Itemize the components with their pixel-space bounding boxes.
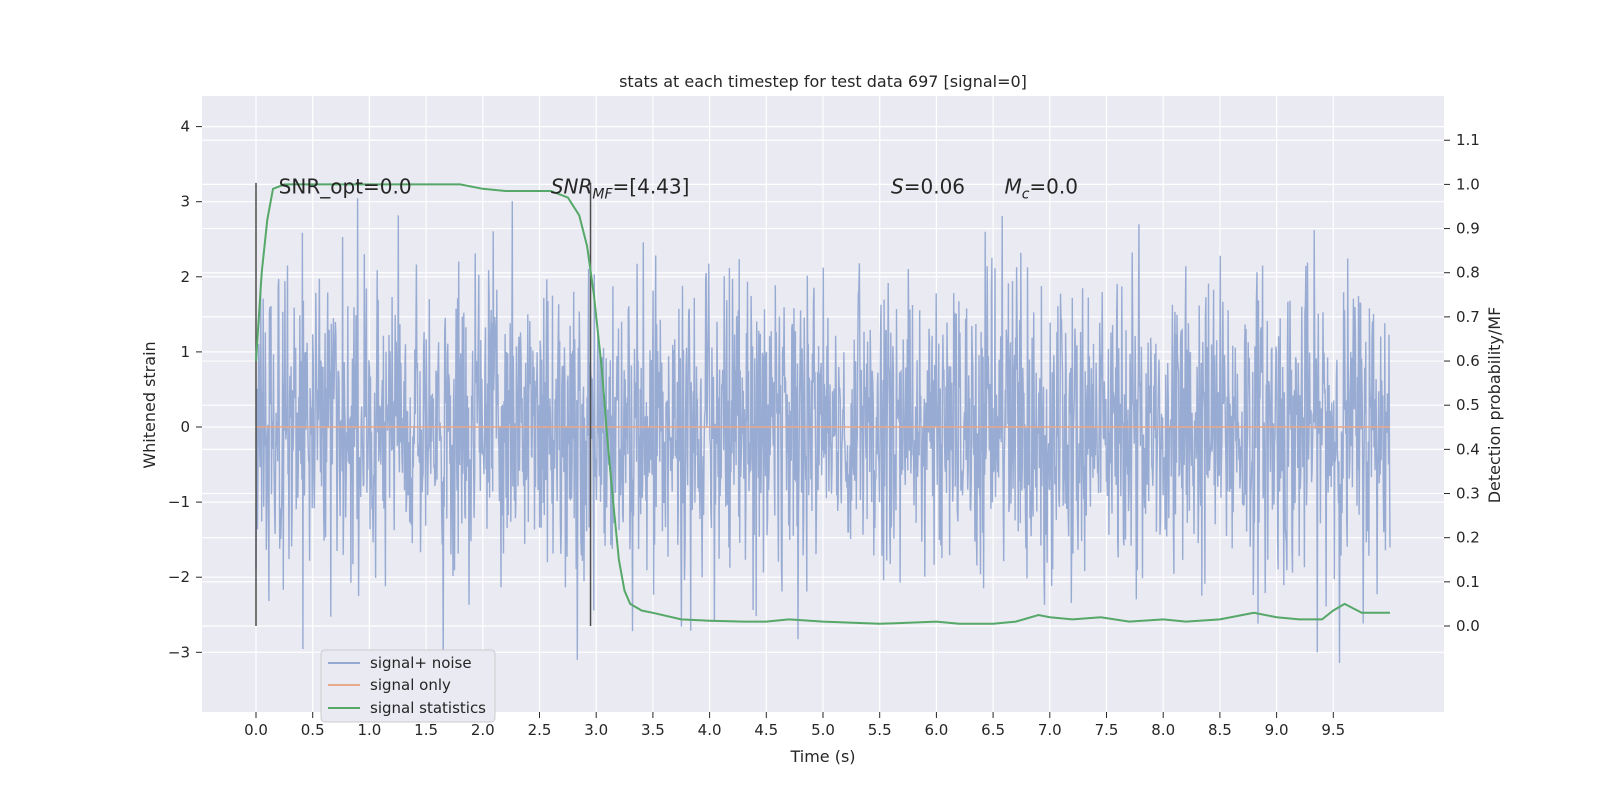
x-tick-label-15: 7.5 [1095,721,1119,739]
annotation-1-value: =[4.43] [613,175,690,199]
x-tick-label-1: 0.5 [301,721,325,739]
y-right-tick-label-5: 0.5 [1456,396,1480,414]
y-tick-label-3: 0 [180,418,190,436]
x-axis-label: Time (s) [789,747,855,766]
annotation-0: SNR_opt=0.0 [279,175,412,199]
y-right-tick-label-11: 1.1 [1456,131,1480,149]
x-tick-label-18: 9.0 [1265,721,1289,739]
annotation-3-subscript: c [1022,187,1030,203]
annotation-3-value: =0.0 [1029,175,1078,199]
y-right-tick-label-4: 0.4 [1456,440,1480,458]
x-tick-label-13: 6.5 [981,721,1005,739]
x-tick-label-16: 8.0 [1151,721,1175,739]
y-tick-label-4: 1 [180,343,190,361]
x-tick-label-8: 4.0 [698,721,722,739]
annotation-2: S=0.06 [891,175,965,199]
annotation-1-subscript: MF [592,187,613,203]
x-tick-label-12: 6.0 [924,721,948,739]
x-tick-label-4: 2.0 [471,721,495,739]
annotation-2-value: =0.06 [904,175,965,199]
annotation-2-symbol: S [891,175,904,199]
y-tick-label-6: 3 [180,193,190,211]
y-right-tick-label-6: 0.6 [1456,352,1480,370]
x-tick-label-14: 7.0 [1038,721,1062,739]
annotations: SNR_opt=0.0 SNRMF=[4.43] S=0.06 Mc=0.0 [279,175,1078,203]
legend-label-stats: signal statistics [370,699,486,717]
legend: signal+ noise signal only signal statist… [320,649,496,723]
legend-label-noise: signal+ noise [370,654,472,672]
y-axis-label: Whitened strain [140,341,159,468]
x-tick-label-10: 5.0 [811,721,835,739]
y-tick-label-2: −1 [168,493,190,511]
y-tick-label-7: 4 [180,118,190,136]
x-tick-label-6: 3.0 [584,721,608,739]
y-right-tick-label-10: 1.0 [1456,175,1480,193]
signal-statistics-line [255,183,1390,625]
x-tick-label-11: 5.5 [868,721,892,739]
y-right-tick-label-0: 0.0 [1456,617,1480,635]
x-tick-label-17: 8.5 [1208,721,1232,739]
y-right-axis-label: Detection probability/MF [1485,307,1504,504]
y-tick-label-5: 2 [180,268,190,286]
annotation-1-symbol: SNR [551,175,593,199]
annotation-3: Mc=0.0 [1004,175,1078,203]
signal-statistics-series [255,183,1390,625]
vertical-markers [255,182,592,627]
y-right-tick-label-3: 0.3 [1456,485,1480,503]
y-tick-label-0: −3 [168,643,190,661]
chart-title: stats at each timestep for test data 697… [619,72,1027,91]
y-right-tick-label-2: 0.2 [1456,529,1480,547]
x-tick-label-9: 4.5 [754,721,778,739]
noise-line [255,198,1391,664]
y-right-tick-label-1: 0.1 [1456,573,1480,591]
x-tick-label-0: 0.0 [244,721,268,739]
y-right-tick-label-9: 0.9 [1456,220,1480,238]
y-right-tick-label-7: 0.7 [1456,308,1480,326]
noise-series [255,198,1391,664]
legend-box [320,649,496,723]
x-tick-label-3: 1.5 [414,721,438,739]
x-tick-label-2: 1.0 [357,721,381,739]
x-tick-label-7: 3.5 [641,721,665,739]
legend-label-signal: signal only [370,676,451,694]
y-tick-label-1: −2 [168,568,190,586]
x-tick-label-19: 9.5 [1321,721,1345,739]
annotation-3-symbol: M [1004,175,1021,199]
y-right-tick-label-8: 0.8 [1456,264,1480,282]
ticks: 0.0 0.5 1.0 1.5 2.0 2.5 3.0 3.5 4.0 4.5 5.0 5.5 6.0 6… [168,118,1480,739]
x-tick-label-5: 2.5 [528,721,552,739]
annotation-1: SNRMF=[4.43] [551,175,690,203]
